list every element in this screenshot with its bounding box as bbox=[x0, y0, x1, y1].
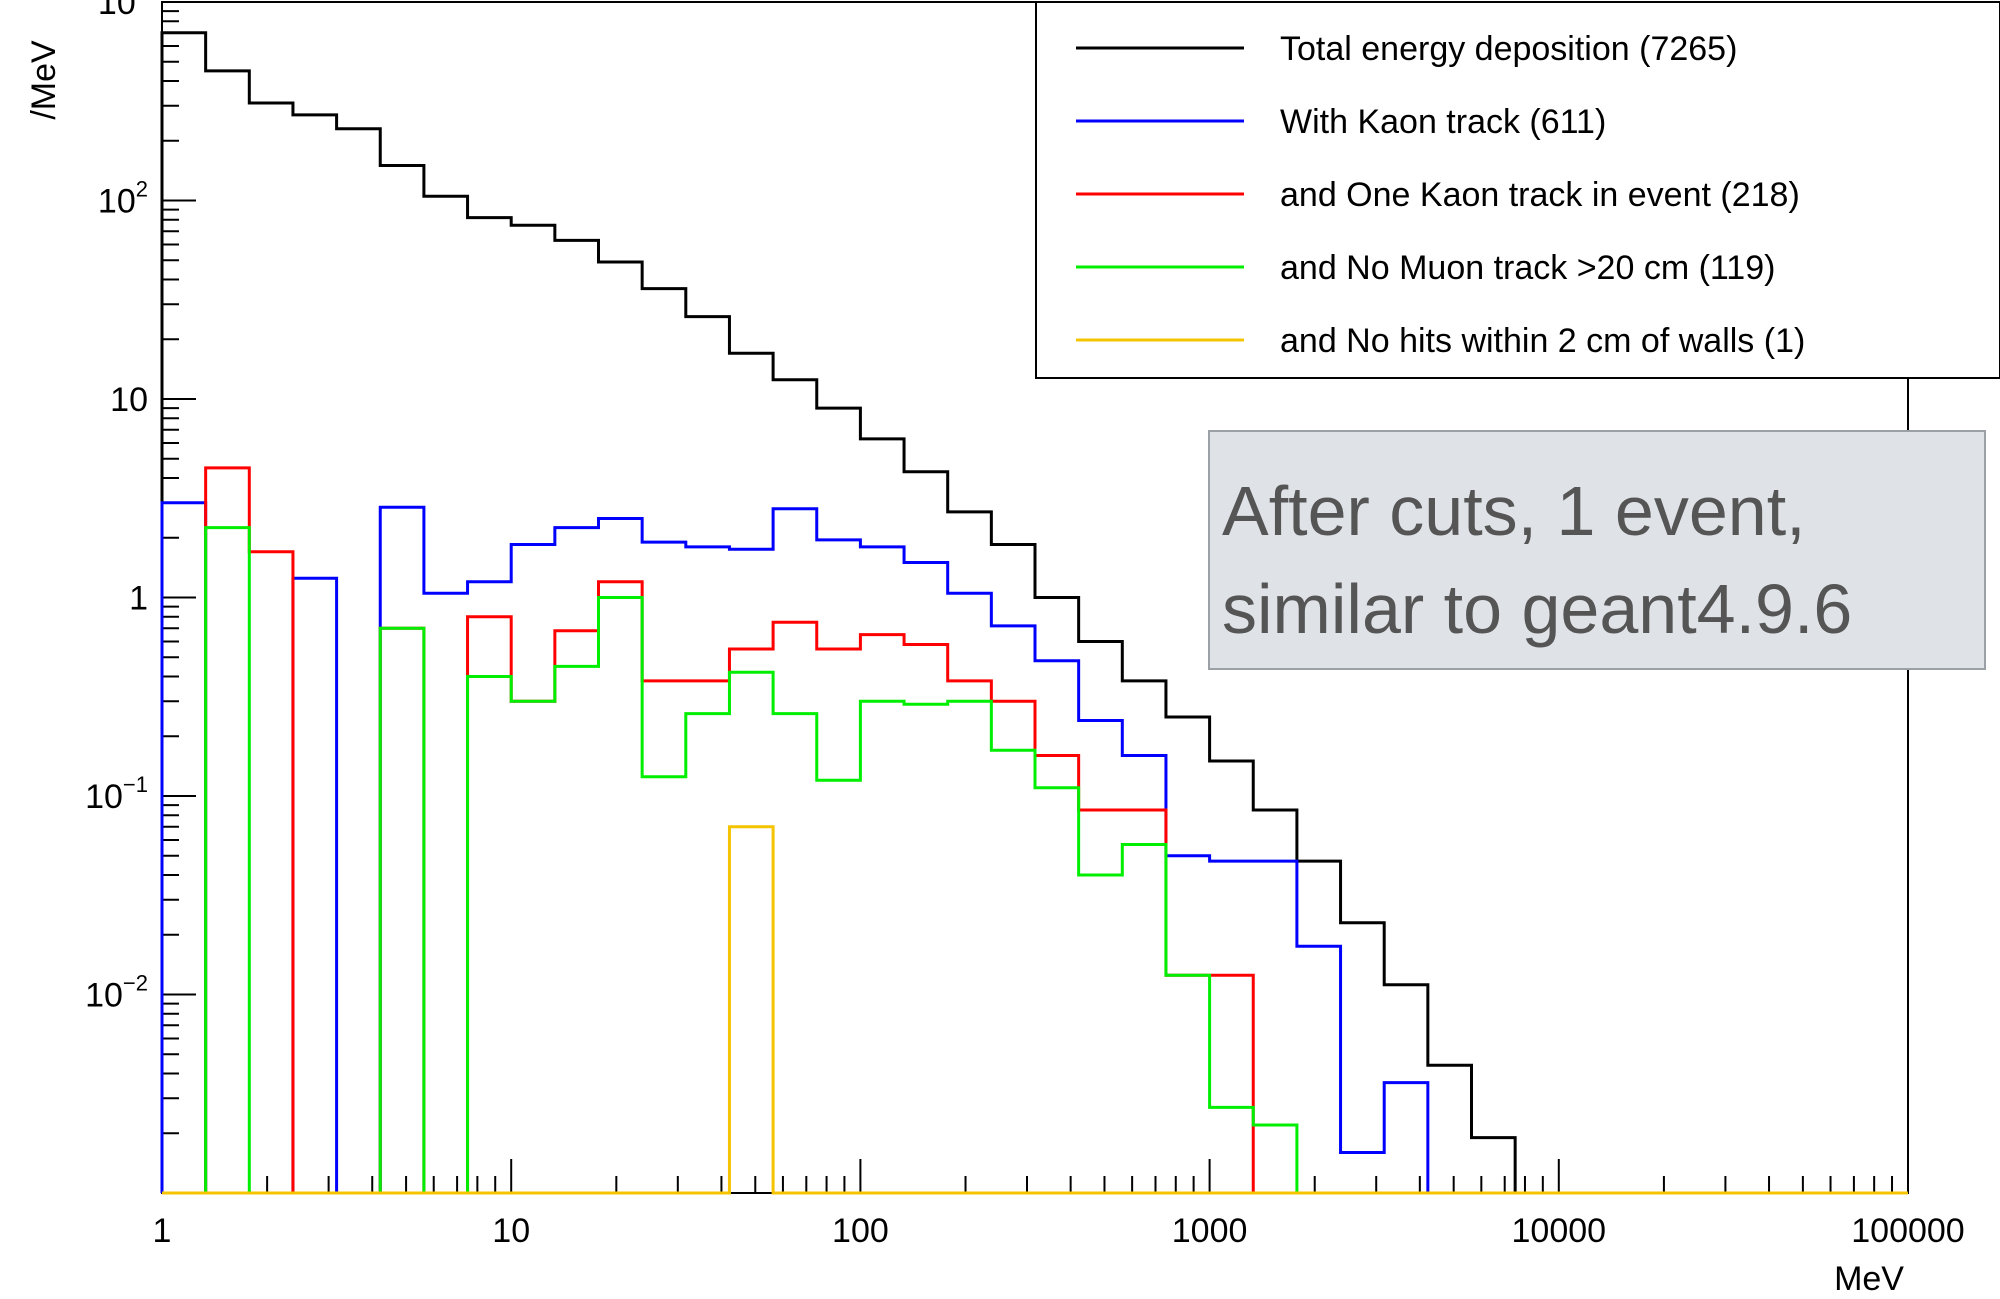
legend-label-2: With Kaon track (611) bbox=[1280, 103, 1606, 141]
series-line-1 bbox=[160, 31, 1908, 1195]
y-axis-title: /MeV bbox=[25, 40, 63, 120]
series-line-5 bbox=[162, 825, 1908, 1195]
legend-box bbox=[1035, 1, 2000, 379]
annotation-line-1: After cuts, 1 event, bbox=[1222, 472, 1806, 550]
series-line-2 bbox=[160, 501, 1908, 1195]
y-tick-label: 103 bbox=[98, 0, 148, 22]
annotation-line-2: similar to geant4.9.6 bbox=[1222, 570, 1853, 648]
y-tick-label: 10 bbox=[110, 381, 148, 419]
x-tick-labels: 1 10 100 1000 10000 100000 bbox=[153, 1212, 1965, 1250]
legend-label-4: and No Muon track >20 cm (119) bbox=[1280, 249, 1775, 287]
x-tick-label: 1000 bbox=[1172, 1212, 1248, 1250]
x-tick-label: 10000 bbox=[1512, 1212, 1607, 1250]
y-tick-label: 1 bbox=[129, 580, 148, 618]
series-line-4 bbox=[162, 526, 1908, 1195]
annotation-box: After cuts, 1 event, similar to geant4.9… bbox=[1208, 430, 1986, 670]
legend: Total energy deposition (7265) With Kaon … bbox=[1035, 1, 2000, 379]
x-tick-label: 100 bbox=[832, 1212, 889, 1250]
legend-label-3: and One Kaon track in event (218) bbox=[1280, 176, 1800, 214]
y-tick-label: 102 bbox=[98, 177, 148, 221]
legend-label-5: and No hits within 2 cm of walls (1) bbox=[1280, 322, 1805, 360]
x-tick-label: 100000 bbox=[1851, 1212, 1964, 1250]
series-lines bbox=[160, 31, 1908, 1195]
y-tick-label: 10−2 bbox=[85, 971, 148, 1015]
y-tick-label: 10−1 bbox=[85, 772, 148, 816]
legend-label-1: Total energy deposition (7265) bbox=[1280, 30, 1737, 68]
x-tick-label: 10 bbox=[492, 1212, 530, 1250]
x-tick-label: 1 bbox=[153, 1212, 172, 1250]
x-axis-title: MeV bbox=[1834, 1260, 1904, 1298]
y-tick-labels: 10310210110−110−2 bbox=[85, 0, 148, 1015]
